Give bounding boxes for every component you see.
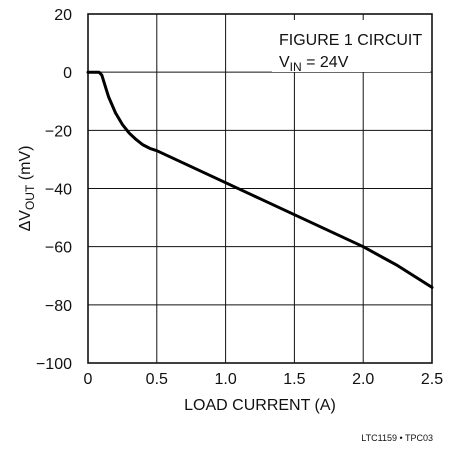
- annotation-background: [272, 20, 430, 72]
- x-tick-label: 2.0: [352, 371, 374, 388]
- annotation-vin-subscript: IN: [290, 60, 302, 74]
- x-tick-label: 1.5: [283, 371, 305, 388]
- y-axis-label-suffix: (mV): [17, 146, 34, 185]
- annotation-line-2: VIN = 24V: [279, 54, 349, 74]
- figure-code: LTC1159 • TPC03: [361, 433, 433, 443]
- y-tick-label: −100: [36, 356, 72, 373]
- y-tick-labels: 20 0 −20 −40 −60 −80 −100: [36, 7, 72, 373]
- y-tick-label: −60: [45, 240, 72, 257]
- y-axis-label-prefix: ΔV: [17, 210, 34, 232]
- x-tick-label: 0: [84, 371, 93, 388]
- plot-frame: [87, 13, 433, 364]
- x-tick-label: 0.5: [146, 371, 168, 388]
- y-axis-label: ΔVOUT (mV): [17, 146, 37, 232]
- series-line: [86, 70, 434, 289]
- y-axis-label-subscript: OUT: [23, 184, 37, 210]
- x-tick-label: 1.0: [214, 371, 236, 388]
- y-tick-label: −20: [45, 123, 72, 140]
- y-tick-label: 20: [54, 7, 72, 24]
- annotation-vin-suffix: = 24V: [302, 54, 349, 71]
- y-tick-label: −80: [45, 298, 72, 315]
- y-tick-label: 0: [63, 65, 72, 82]
- annotation-vin-prefix: V: [279, 54, 290, 71]
- x-tick-label: 2.5: [421, 371, 443, 388]
- x-tick-labels: 0 0.5 1.0 1.5 2.0 2.5: [84, 371, 444, 388]
- x-axis-label: LOAD CURRENT (A): [184, 397, 336, 414]
- y-tick-label: −40: [45, 182, 72, 199]
- annotation-line-1: FIGURE 1 CIRCUIT: [279, 32, 422, 49]
